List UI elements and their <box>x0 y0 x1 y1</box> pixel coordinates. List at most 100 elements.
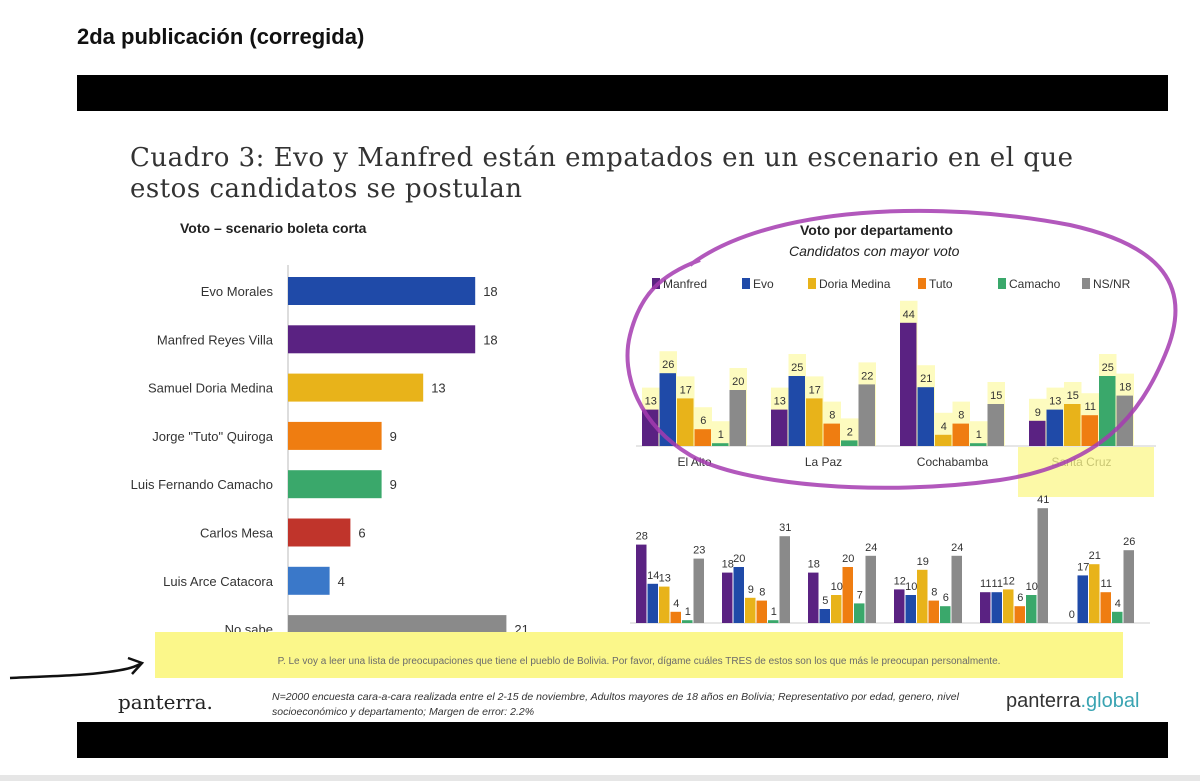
brand-logo-right: panterra.global <box>1006 690 1139 713</box>
dept-value-label: 44 <box>903 309 915 321</box>
hbar-value-label: 6 <box>358 526 365 541</box>
dept-chart-subtitle: Candidatos con mayor voto <box>789 243 960 259</box>
dept-value-label: 13 <box>774 396 786 408</box>
legend-label: Manfred <box>663 277 707 291</box>
dept-value-label: 1 <box>718 429 724 441</box>
dept-bar <box>854 603 865 623</box>
dept-bar <box>952 423 969 446</box>
dept-value-label: 20 <box>732 376 744 388</box>
hbar-category-label: Luis Arce Catacora <box>163 574 274 589</box>
legend-swatch <box>1082 278 1090 289</box>
dept-value-label: 5 <box>822 595 828 607</box>
dept-bar <box>788 376 805 446</box>
value-highlight <box>970 421 988 446</box>
candidate-vote-chart: Evo Morales 18 Manfred Reyes Villa 18 Samuel… <box>131 265 529 645</box>
dept-value-label: 1 <box>685 606 691 618</box>
brand-name: panterra <box>1006 690 1081 712</box>
dept-bar <box>928 600 939 623</box>
dept-value-label: 10 <box>905 581 917 593</box>
dept-bar <box>1089 564 1100 623</box>
dept-bar <box>779 536 790 623</box>
dept-chart-legend: Manfred Evo Doria Medina Tuto Camacho NS/NR <box>652 277 1131 291</box>
arrow-icon <box>9 656 145 680</box>
dept-value-label: 18 <box>808 559 820 571</box>
post-title: 2da publicación (corregida) <box>77 24 365 49</box>
dept-bar <box>693 558 704 623</box>
dept-value-label: 1 <box>976 429 982 441</box>
dept-value-label: 6 <box>700 415 706 427</box>
dept-value-label: 20 <box>842 553 854 565</box>
hbar-category-label: Luis Fernando Camacho <box>131 477 273 492</box>
dept-value-label: 0 <box>1069 609 1075 621</box>
dept-value-label: 22 <box>861 370 873 382</box>
dept-bar <box>842 567 853 623</box>
hbar-bar <box>288 421 382 450</box>
dept-bar <box>991 592 1002 623</box>
dept-value-label: 18 <box>1119 382 1131 394</box>
dept-bar <box>858 384 875 446</box>
dept-bar <box>894 589 905 623</box>
dept-bar <box>808 572 819 623</box>
dept-group-label: El Alto <box>677 455 711 469</box>
hbar-bar <box>288 277 476 305</box>
hbar-bar <box>288 470 382 499</box>
dept-bar <box>1046 409 1063 446</box>
legend-label: NS/NR <box>1093 277 1131 291</box>
dept-value-label: 28 <box>636 531 648 543</box>
left-chart-title: Voto – scenario boleta corta <box>180 220 367 236</box>
dept-bar <box>1029 420 1046 446</box>
hbar-bar <box>288 518 351 547</box>
legend-label: Evo <box>753 277 774 291</box>
dept-bar <box>1081 415 1098 446</box>
dept-value-label: 7 <box>857 589 863 601</box>
dept-bar <box>806 398 823 446</box>
dept-bar <box>1077 575 1088 623</box>
dept-value-label: 11 <box>1085 401 1096 413</box>
dept-value-label: 13 <box>1049 396 1061 408</box>
dept-group-label: Cochabamba <box>917 455 989 469</box>
dept-chart-row-2: 2814134123Oruro182098131Potosí1851020724… <box>630 494 1150 646</box>
dept-bar <box>917 569 928 623</box>
legend-swatch <box>808 278 816 289</box>
dept-value-label: 15 <box>990 390 1002 402</box>
dept-bar <box>935 434 952 446</box>
legend-label: Tuto <box>929 277 953 291</box>
brand-logo-left: panterra. <box>118 690 213 714</box>
dept-value-label: 17 <box>680 384 692 396</box>
hbar-category-label: Jorge "Tuto" Quiroga <box>152 429 274 444</box>
dept-value-label: 14 <box>647 570 659 582</box>
dept-value-label: 21 <box>920 373 932 385</box>
hbar-value-label: 18 <box>483 284 497 299</box>
dept-bar <box>831 595 842 623</box>
slide-title: Cuadro 3: Evo y Manfred están empatados … <box>130 143 1074 204</box>
dept-value-label: 11 <box>992 578 1003 590</box>
dept-bar <box>1112 611 1123 623</box>
dept-value-label: 1 <box>771 606 777 618</box>
dept-value-label: 8 <box>759 587 765 599</box>
legend-swatch <box>918 278 926 289</box>
dept-bar <box>771 409 788 446</box>
dept-bar <box>823 423 840 446</box>
dept-value-label: 9 <box>1035 407 1041 419</box>
dept-value-label: 10 <box>831 581 843 593</box>
dept-value-label: 23 <box>693 545 705 557</box>
dept-value-label: 4 <box>673 598 679 610</box>
dept-value-label: 17 <box>809 384 821 396</box>
dept-value-label: 8 <box>958 410 964 422</box>
dept-value-label: 26 <box>1123 536 1135 548</box>
dept-value-label: 13 <box>645 396 657 408</box>
dept-bar <box>865 555 876 623</box>
dept-bar <box>677 398 694 446</box>
dept-value-label: 18 <box>722 559 734 571</box>
hbar-bar <box>288 373 424 402</box>
dept-value-label: 15 <box>1067 390 1079 402</box>
dept-value-label: 25 <box>1102 362 1114 374</box>
dept-bar <box>1099 376 1116 446</box>
value-highlight <box>841 418 859 446</box>
purple-annotation-circle <box>625 208 1178 490</box>
dept-bar <box>756 600 767 623</box>
legend-swatch <box>742 278 750 289</box>
hbar-value-label: 9 <box>390 429 397 444</box>
dept-bar <box>722 572 733 623</box>
brand-tld: .global <box>1080 690 1140 712</box>
